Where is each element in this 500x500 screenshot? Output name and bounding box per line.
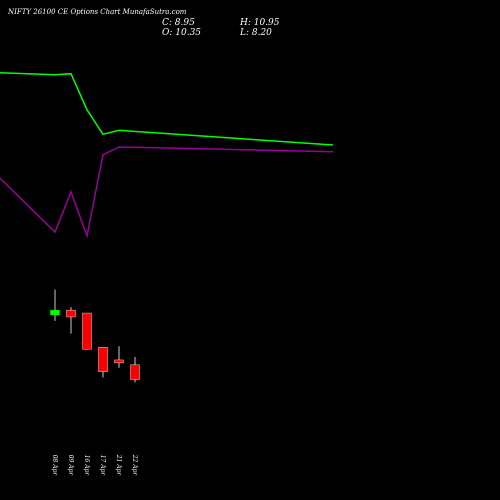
x-axis-ticks: 08 Apr 09 Apr 16 Apr 17 Apr 21 Apr 22 Apr (51, 454, 138, 477)
indicator-lines (0, 71, 334, 239)
close-value: C: 8.95 (162, 18, 195, 28)
candle (50, 289, 60, 321)
x-tick-label: 21 Apr (115, 454, 122, 477)
x-tick-label: 22 Apr (131, 454, 138, 477)
high-value: H: 10.95 (240, 18, 280, 28)
candle (82, 312, 92, 350)
x-tick-label: 08 Apr (51, 455, 58, 477)
x-tick-label: 17 Apr (99, 455, 106, 477)
candle-body (98, 347, 108, 372)
x-tick-label: 16 Apr (83, 455, 90, 477)
x-tick-label: 09 Apr (67, 455, 74, 477)
candles (50, 289, 140, 383)
low-value: L: 8.20 (240, 28, 272, 38)
candle-body (130, 364, 140, 380)
candle-body (114, 359, 124, 364)
candle-body (82, 312, 92, 350)
candle (114, 346, 124, 368)
lower-line (0, 146, 334, 239)
candle (130, 357, 140, 383)
candle-body (50, 309, 60, 316)
chart-title: NIFTY 26100 CE Options Chart MunafaSutra… (8, 8, 187, 16)
upper-line (0, 71, 334, 146)
candle (66, 307, 76, 334)
candle (98, 347, 108, 378)
candle-body (66, 309, 76, 318)
open-value: O: 10.35 (162, 28, 202, 38)
